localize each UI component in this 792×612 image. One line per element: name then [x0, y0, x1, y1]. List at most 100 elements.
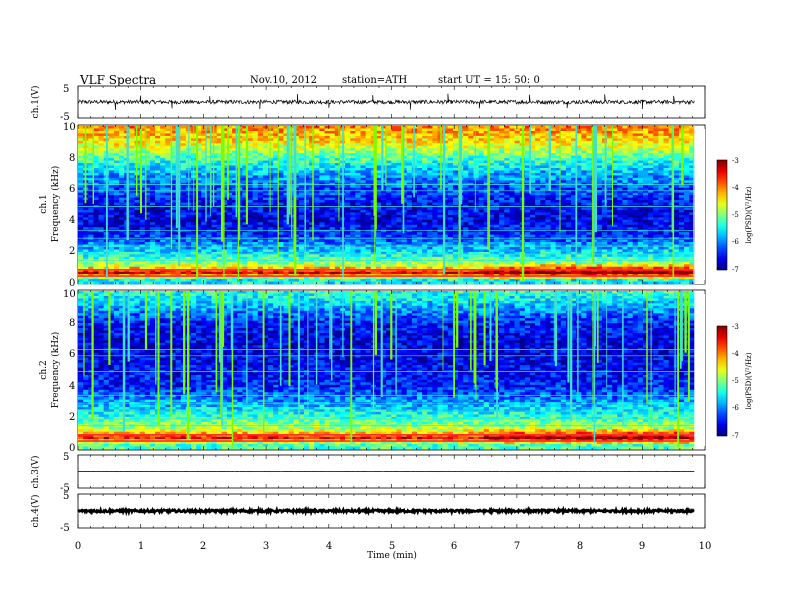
- spectrogram-cell: [155, 145, 161, 149]
- spectrogram-cell: [226, 163, 233, 166]
- spectrogram-cell: [201, 197, 207, 201]
- spectrogram-cell: [160, 266, 166, 270]
- spectrogram-cell: [139, 209, 146, 213]
- spectrogram-cell: [180, 254, 187, 258]
- spectrogram-cell: [237, 239, 243, 243]
- spectrogram-cell: [432, 269, 438, 273]
- spectrogram-cell: [442, 133, 449, 137]
- spectrogram-cell: [463, 128, 469, 132]
- spectrogram-cell: [463, 177, 469, 181]
- spectrogram-cell: [375, 150, 382, 154]
- spectrogram-cell: [273, 259, 279, 263]
- spectrogram-cell: [422, 202, 428, 206]
- spectrogram-cell: [375, 180, 382, 184]
- spectrogram-cell: [170, 148, 176, 152]
- spectrogram-cell: [468, 170, 474, 174]
- spectrogram-cell: [391, 138, 397, 142]
- spectrogram-cell: [314, 232, 320, 236]
- spectrogram-cell: [391, 239, 397, 243]
- spectrogram-cell: [468, 143, 474, 147]
- spectrogram-cell: [108, 209, 115, 213]
- spectrogram-cell: [293, 130, 300, 134]
- spectrogram-cell: [160, 281, 166, 285]
- spectrogram-cell: [262, 202, 269, 206]
- spectrogram-cell: [201, 195, 207, 198]
- spectrogram-cell: [88, 200, 94, 203]
- spectrogram-cell: [329, 239, 336, 243]
- spectrogram-cell: [406, 222, 413, 226]
- spectrogram-cell: [278, 202, 284, 206]
- spectrogram-cell: [278, 138, 284, 142]
- spectrogram-cell: [201, 251, 207, 255]
- spectrogram-cell: [345, 180, 351, 184]
- spectrogram-cell: [160, 160, 166, 164]
- spectrogram-cell: [180, 242, 187, 245]
- spectrogram-cell: [319, 153, 325, 157]
- spectrogram-cell: [452, 217, 459, 221]
- spectrogram-cell: [273, 271, 279, 275]
- spectrogram-cell: [375, 264, 382, 268]
- spectrogram-cell: [226, 135, 233, 139]
- spectrogram-cell: [319, 177, 325, 181]
- spectrogram-cell: [252, 207, 259, 211]
- spectrogram-cell: [78, 217, 84, 221]
- spectrogram-cell: [447, 202, 454, 206]
- spectrogram-cell: [155, 214, 161, 218]
- spectrogram-cell: [180, 167, 187, 171]
- spectrogram-cell: [155, 158, 161, 161]
- spectrogram-cell: [422, 219, 428, 223]
- spectrogram-cell: [170, 242, 176, 245]
- spectrogram-cell: [406, 217, 413, 221]
- spectrogram-cell: [468, 140, 474, 144]
- spectrogram-cell: [463, 175, 469, 179]
- spectrogram-cell: [355, 224, 361, 228]
- spectrogram-cell: [309, 254, 315, 258]
- spectrogram-cell: [437, 276, 444, 280]
- spectrogram-cell: [401, 279, 408, 282]
- spectrogram-cell: [232, 279, 238, 282]
- spectrogram-cell: [257, 192, 264, 196]
- spectrogram-cell: [452, 155, 459, 159]
- spectrogram-cell: [113, 214, 120, 218]
- spectrogram-cell: [293, 254, 300, 258]
- spectrogram-cell: [78, 150, 84, 154]
- spectrogram-cell: [211, 148, 218, 152]
- spectrogram-cell: [293, 140, 300, 144]
- spectrogram-cell: [226, 281, 233, 285]
- spectrogram-cell: [221, 224, 228, 228]
- spectrogram-cell: [206, 242, 212, 245]
- spectrogram-cell: [139, 126, 146, 129]
- spectrogram-cell: [257, 251, 264, 255]
- spectrogram-cell: [83, 279, 89, 282]
- spectrogram-cell: [468, 212, 474, 216]
- spectrogram-cell: [391, 180, 397, 184]
- spectrogram-cell: [252, 187, 259, 191]
- spectrogram-cell: [232, 150, 238, 154]
- spectrogram-cell: [406, 227, 413, 231]
- spectrogram-cell: [283, 234, 289, 238]
- spectrogram-cell: [283, 128, 289, 132]
- spectrogram-cell: [416, 261, 423, 265]
- spectrogram-cell: [293, 175, 300, 179]
- spectrogram-cell: [232, 153, 238, 157]
- spectrogram-cell: [365, 158, 372, 161]
- spectrogram-cell: [432, 254, 438, 258]
- spectrogram-cell: [252, 160, 259, 164]
- spectrogram-cell: [427, 232, 433, 236]
- spectrogram-cell: [119, 259, 125, 263]
- spectrogram-cell: [334, 150, 341, 154]
- spectrogram-cell: [442, 261, 449, 265]
- spectrogram-cell: [350, 219, 356, 223]
- spectrogram-cell: [211, 242, 218, 245]
- spectrogram-cell: [242, 200, 248, 203]
- spectrogram-cell: [370, 234, 377, 238]
- spectrogram-cell: [149, 227, 156, 231]
- spectrogram-cell: [232, 212, 238, 216]
- spectrogram-cell: [119, 261, 125, 265]
- spectrogram-cell: [165, 271, 171, 275]
- spectrogram-cell: [283, 214, 289, 218]
- spectrogram-cell: [473, 150, 480, 154]
- spectrogram-cell: [129, 246, 135, 250]
- spectrogram-cell: [365, 143, 372, 147]
- spectrogram-cell: [83, 242, 89, 245]
